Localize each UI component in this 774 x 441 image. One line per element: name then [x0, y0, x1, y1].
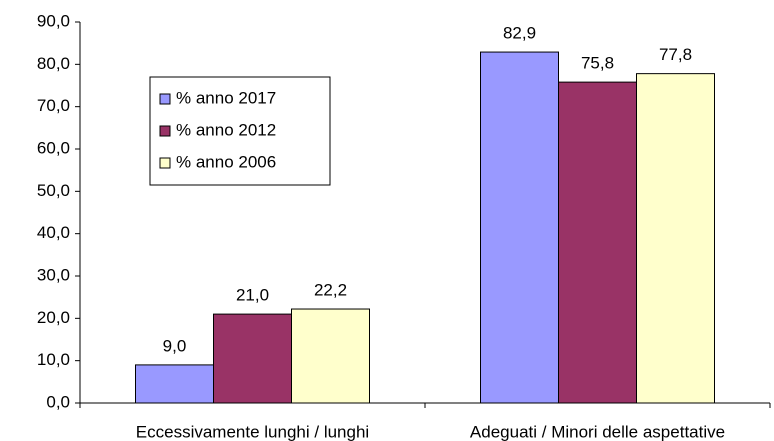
- y-tick-label: 10,0: [37, 350, 70, 369]
- y-tick-label: 60,0: [37, 138, 70, 157]
- legend-label: % anno 2017: [176, 88, 276, 107]
- legend-swatch: [159, 125, 171, 137]
- bar: [636, 73, 715, 404]
- y-tick-label: 50,0: [37, 181, 70, 200]
- y-tick-label: 90,0: [37, 11, 70, 30]
- legend-swatch: [159, 157, 171, 169]
- bar: [291, 308, 370, 404]
- y-tick-label: 80,0: [37, 54, 70, 73]
- x-tick-label: Eccessivamente lunghi / lunghi: [136, 422, 369, 441]
- value-label: 22,2: [314, 281, 347, 300]
- y-tick-label: 0,0: [46, 392, 70, 411]
- value-label: 9,0: [163, 336, 187, 355]
- y-tick-label: 40,0: [37, 223, 70, 242]
- bar: [480, 51, 559, 404]
- x-tick-label: Adeguati / Minori delle aspettative: [470, 422, 725, 441]
- value-label: 75,8: [581, 54, 614, 73]
- bar: [558, 81, 637, 404]
- bar: [213, 313, 292, 404]
- y-tick-label: 70,0: [37, 96, 70, 115]
- value-label: 77,8: [659, 45, 692, 64]
- bar: [135, 364, 214, 404]
- legend-swatch: [159, 93, 171, 105]
- y-tick-label: 30,0: [37, 265, 70, 284]
- legend-label: % anno 2012: [176, 120, 276, 139]
- value-label: 21,0: [236, 286, 269, 305]
- legend-label: % anno 2006: [176, 152, 276, 171]
- y-tick-label: 20,0: [37, 308, 70, 327]
- legend-box: [149, 76, 331, 186]
- value-label: 82,9: [503, 24, 536, 43]
